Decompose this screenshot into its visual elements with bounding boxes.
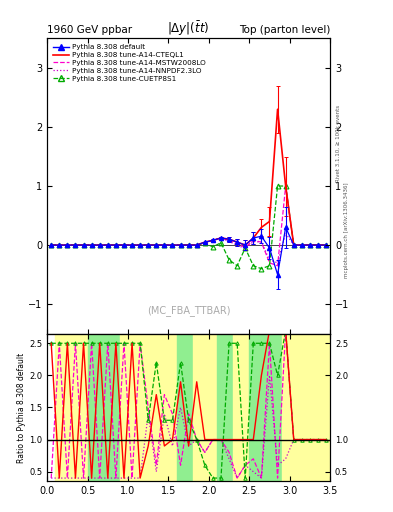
Text: (MC_FBA_TTBAR): (MC_FBA_TTBAR): [147, 305, 230, 316]
Text: Top (parton level): Top (parton level): [239, 25, 330, 35]
Text: mcplots.cern.ch [arXiv:1306.3436]: mcplots.cern.ch [arXiv:1306.3436]: [344, 183, 349, 278]
Text: Rivet 3.1.10, ≥ 100k events: Rivet 3.1.10, ≥ 100k events: [336, 105, 341, 182]
Text: 1960 GeV ppbar: 1960 GeV ppbar: [47, 25, 132, 35]
Title: $|\Delta y|(\bar{t}t)$: $|\Delta y|(\bar{t}t)$: [167, 20, 210, 38]
Y-axis label: Ratio to Pythia 8.308 default: Ratio to Pythia 8.308 default: [17, 352, 26, 462]
Legend: Pythia 8.308 default, Pythia 8.308 tune-A14-CTEQL1, Pythia 8.308 tune-A14-MSTW20: Pythia 8.308 default, Pythia 8.308 tune-…: [51, 42, 208, 84]
